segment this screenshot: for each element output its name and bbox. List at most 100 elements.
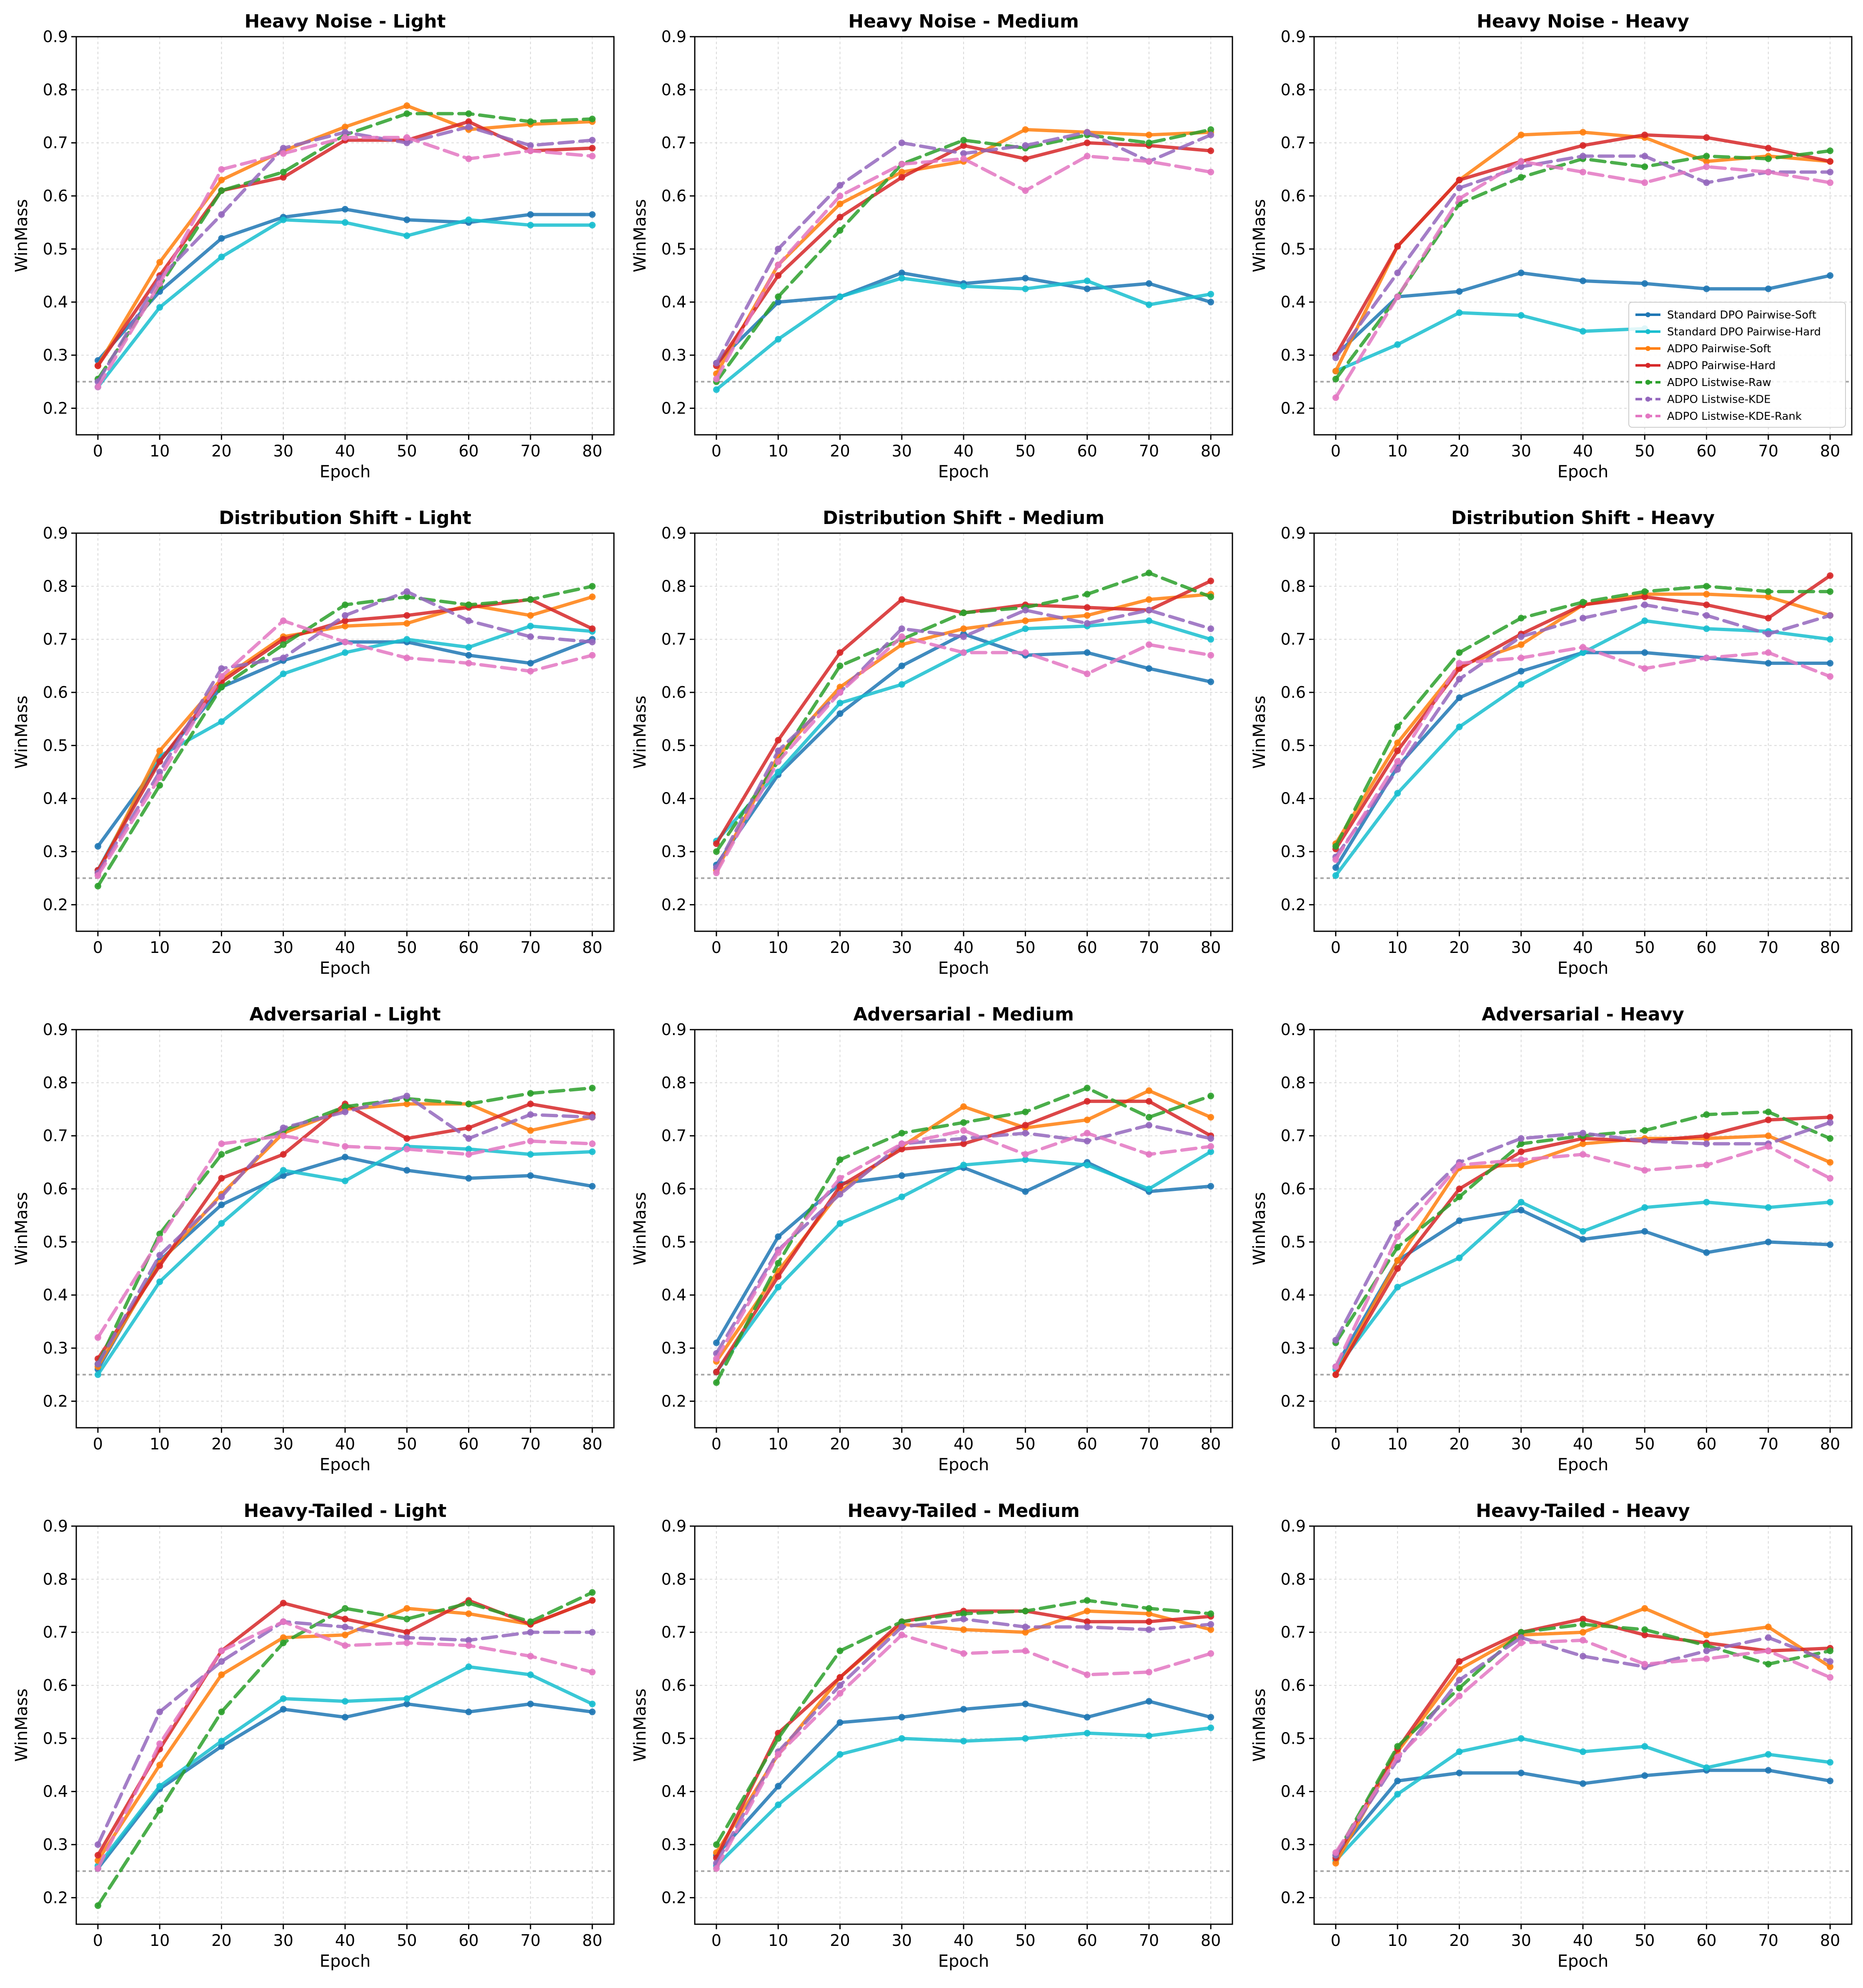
data-point [1145,139,1152,146]
y-tick-label: 0.8 [1281,1570,1306,1588]
legend-box [1628,302,1846,428]
data-point [218,684,225,691]
data-point [403,1695,411,1702]
data-point [1022,1629,1029,1636]
data-point [898,1193,905,1201]
data-point [280,641,287,648]
data-point [1517,641,1525,648]
data-point [403,1640,411,1647]
data-point [1394,243,1401,250]
data-point [589,222,596,229]
legend-marker [1645,312,1650,317]
data-point [1022,1151,1029,1158]
subplot-6: 0 10 20 30 40 50 60 70 80 0.2 0.3 0.4 0.5 0.6 0.7 0.8 0.… [1250,507,1853,978]
legend-item: Standard DPO Pairwise-Hard [1635,326,1821,338]
data-point [1765,588,1772,595]
data-point [960,1127,967,1134]
data-point [1207,147,1214,154]
data-point [342,1615,348,1622]
data-point [960,1103,967,1110]
data-point [713,386,720,393]
data-point [1145,1114,1152,1121]
data-point [960,633,967,640]
data-point [156,747,163,755]
x-tick-label: 80 [1820,442,1840,460]
data-point [1580,1637,1586,1644]
data-point [1456,1254,1463,1261]
ticks: 0 10 20 30 40 50 60 70 80 0.2 0.3 0.4 0.5 0.6 0.7 0.8 0.… [1281,524,1840,957]
data-point [280,174,287,181]
y-tick-label: 0.4 [1281,790,1306,808]
legend-label: ADPO Listwise-KDE [1667,394,1771,406]
data-point [342,129,348,136]
data-point [403,216,411,223]
x-tick-label: 60 [1696,1931,1716,1950]
data-point [218,235,225,242]
x-tick-label: 0 [1331,1435,1341,1453]
x-tick-label: 50 [397,442,417,460]
plot-area [695,37,1232,435]
subplot-title: Heavy Noise - Light [244,11,446,32]
data-point [218,1220,225,1227]
data-point [1145,1698,1152,1705]
plot-area [76,37,614,435]
data-point [342,1698,348,1705]
subplot-5: 0 10 20 30 40 50 60 70 80 0.2 0.3 0.4 0.5 0.6 0.7 0.8 0.… [631,507,1233,978]
data-point [527,659,534,667]
y-tick-label: 0.2 [661,895,686,914]
data-point [1827,179,1834,186]
y-tick-label: 0.6 [661,1676,686,1695]
data-point [403,593,411,600]
x-tick-label: 10 [1387,1435,1407,1453]
data-point [713,360,720,367]
x-tick-label: 0 [1331,442,1341,460]
data-point [1145,1669,1152,1676]
data-point [1456,659,1463,667]
data-point [342,649,348,656]
data-point [589,1140,596,1147]
data-point [1641,1138,1648,1145]
data-point [280,636,287,643]
data-point [465,1124,472,1131]
data-point [836,649,844,656]
data-point [1703,1642,1710,1649]
data-point [1145,301,1152,308]
ticks: 0 10 20 30 40 50 60 70 80 0.2 0.3 0.4 0.5 0.6 0.7 0.8 0.… [1281,28,1840,460]
data-point [589,1114,596,1121]
data-point [1332,1336,1339,1344]
data-point [1765,1661,1772,1668]
x-tick-label: 40 [954,442,974,460]
y-tick-label: 0.9 [43,1517,68,1535]
data-point [465,644,472,651]
data-point [1145,280,1152,287]
data-point [1765,145,1772,152]
data-point [1641,1204,1648,1211]
y-tick-label: 0.2 [43,1888,68,1907]
subplot-1: 0 10 20 30 40 50 60 70 80 0.2 0.3 0.4 0.5 0.6 0.7 0.8 0.… [12,11,615,481]
data-point [713,1355,720,1362]
series-5 [94,1589,596,1909]
subplot-7: 0 10 20 30 40 50 60 70 80 0.2 0.3 0.4 0.5 0.6 0.7 0.8 0.… [12,1004,615,1474]
legend-label: Standard DPO Pairwise-Soft [1667,309,1816,321]
data-point [589,145,596,152]
y-tick-label: 0.4 [661,790,686,808]
data-point [1084,1161,1091,1168]
x-tick-label: 70 [1139,938,1159,957]
y-tick-label: 0.5 [43,736,68,755]
y-tick-label: 0.2 [1281,1888,1306,1907]
y-tick-label: 0.2 [1281,1392,1306,1410]
data-point [1207,1650,1214,1657]
x-tick-label: 30 [273,442,293,460]
x-tick-label: 20 [1449,938,1469,957]
plot-area [76,1526,614,1924]
x-tick-label: 70 [1139,442,1159,460]
y-tick-label: 0.8 [661,80,686,99]
data-point [589,137,596,144]
data-point [1084,1085,1091,1092]
x-tick-label: 60 [1077,1931,1097,1950]
y-tick-label: 0.9 [1281,1020,1306,1039]
data-point [1641,649,1648,656]
data-point [156,1278,163,1285]
legend-marker [1645,363,1650,368]
data-point [1207,291,1214,298]
